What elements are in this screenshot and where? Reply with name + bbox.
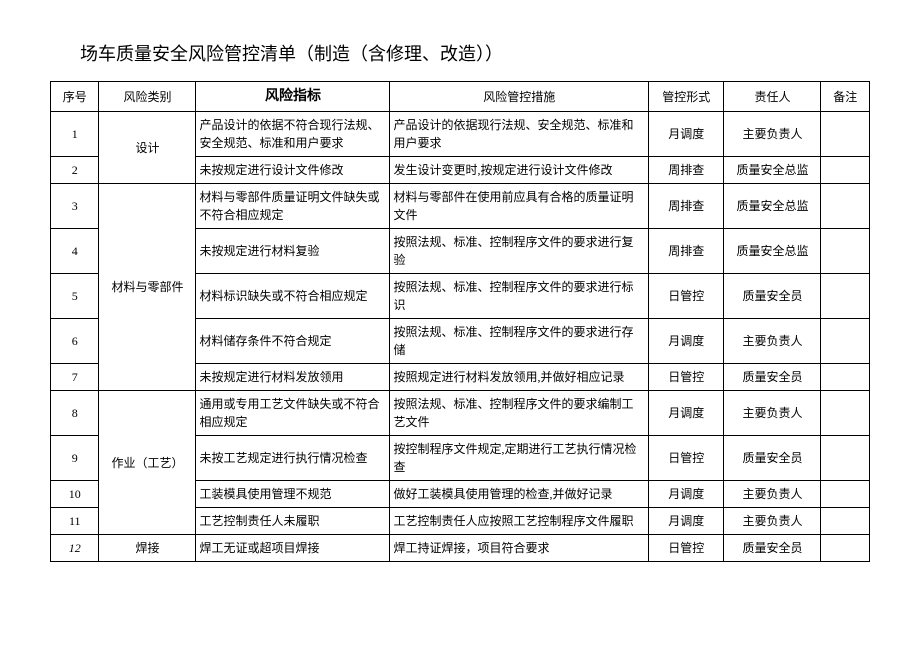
cell-person: 质量安全总监 (724, 157, 821, 184)
cell-category: 作业（工艺） (99, 391, 196, 535)
cell-person: 质量安全员 (724, 274, 821, 319)
cell-indicator: 材料标识缺失或不符合相应规定 (196, 274, 390, 319)
cell-note (821, 229, 870, 274)
cell-indicator: 未按规定进行设计文件修改 (196, 157, 390, 184)
cell-note (821, 508, 870, 535)
cell-person: 质量安全总监 (724, 229, 821, 274)
cell-measure: 按照法规、标准、控制程序文件的要求进行标识 (390, 274, 649, 319)
cell-indicator: 材料储存条件不符合规定 (196, 319, 390, 364)
cell-indicator: 焊工无证或超项目焊接 (196, 535, 390, 562)
cell-measure: 焊工持证焊接，项目符合要求 (390, 535, 649, 562)
cell-person: 主要负责人 (724, 508, 821, 535)
cell-seq: 3 (51, 184, 99, 229)
cell-measure: 按照法规、标准、控制程序文件的要求进行复验 (390, 229, 649, 274)
cell-person: 质量安全总监 (724, 184, 821, 229)
cell-measure: 做好工装模具使用管理的检查,并做好记录 (390, 481, 649, 508)
header-seq: 序号 (51, 82, 99, 112)
cell-note (821, 319, 870, 364)
cell-seq: 8 (51, 391, 99, 436)
cell-note (821, 274, 870, 319)
page-title: 场车质量安全风险管控清单（制造（含修理、改造）） (80, 40, 870, 66)
cell-person: 主要负责人 (724, 481, 821, 508)
cell-note (821, 481, 870, 508)
header-person: 责任人 (724, 82, 821, 112)
cell-seq: 4 (51, 229, 99, 274)
cell-indicator: 未按规定进行材料复验 (196, 229, 390, 274)
cell-seq: 12 (51, 535, 99, 562)
cell-person: 主要负责人 (724, 391, 821, 436)
table-row: 3材料与零部件材料与零部件质量证明文件缺失或不符合相应规定材料与零部件在使用前应… (51, 184, 870, 229)
cell-form: 月调度 (649, 481, 724, 508)
cell-form: 日管控 (649, 436, 724, 481)
cell-form: 月调度 (649, 319, 724, 364)
cell-person: 主要负责人 (724, 319, 821, 364)
cell-seq: 7 (51, 364, 99, 391)
cell-person: 质量安全员 (724, 436, 821, 481)
cell-seq: 5 (51, 274, 99, 319)
cell-measure: 按照规定进行材料发放领用,并做好相应记录 (390, 364, 649, 391)
cell-indicator: 未按工艺规定进行执行情况检查 (196, 436, 390, 481)
cell-seq: 1 (51, 112, 99, 157)
cell-note (821, 184, 870, 229)
header-form: 管控形式 (649, 82, 724, 112)
header-note: 备注 (821, 82, 870, 112)
cell-note (821, 436, 870, 481)
cell-indicator: 工艺控制责任人未履职 (196, 508, 390, 535)
cell-measure: 产品设计的依据现行法规、安全规范、标准和用户要求 (390, 112, 649, 157)
risk-table: 序号 风险类别 风险指标 风险管控措施 管控形式 责任人 备注 1设计产品设计的… (50, 81, 870, 562)
cell-seq: 9 (51, 436, 99, 481)
cell-form: 周排查 (649, 157, 724, 184)
cell-indicator: 产品设计的依据不符合现行法规、安全规范、标准和用户要求 (196, 112, 390, 157)
cell-form: 日管控 (649, 535, 724, 562)
cell-category: 焊接 (99, 535, 196, 562)
table-row: 1设计产品设计的依据不符合现行法规、安全规范、标准和用户要求产品设计的依据现行法… (51, 112, 870, 157)
cell-indicator: 工装模具使用管理不规范 (196, 481, 390, 508)
cell-person: 质量安全员 (724, 535, 821, 562)
cell-measure: 按照法规、标准、控制程序文件的要求编制工艺文件 (390, 391, 649, 436)
cell-indicator: 未按规定进行材料发放领用 (196, 364, 390, 391)
cell-form: 日管控 (649, 364, 724, 391)
table-row: 8作业（工艺）通用或专用工艺文件缺失或不符合相应规定按照法规、标准、控制程序文件… (51, 391, 870, 436)
cell-measure: 按控制程序文件规定,定期进行工艺执行情况检查 (390, 436, 649, 481)
cell-form: 月调度 (649, 391, 724, 436)
cell-note (821, 391, 870, 436)
cell-form: 月调度 (649, 112, 724, 157)
cell-person: 质量安全员 (724, 364, 821, 391)
header-measure: 风险管控措施 (390, 82, 649, 112)
cell-indicator: 通用或专用工艺文件缺失或不符合相应规定 (196, 391, 390, 436)
cell-measure: 发生设计变更时,按规定进行设计文件修改 (390, 157, 649, 184)
cell-seq: 6 (51, 319, 99, 364)
cell-measure: 材料与零部件在使用前应具有合格的质量证明文件 (390, 184, 649, 229)
cell-person: 主要负责人 (724, 112, 821, 157)
cell-seq: 10 (51, 481, 99, 508)
table-row: 12焊接焊工无证或超项目焊接焊工持证焊接，项目符合要求日管控质量安全员 (51, 535, 870, 562)
cell-seq: 11 (51, 508, 99, 535)
cell-note (821, 157, 870, 184)
cell-note (821, 535, 870, 562)
cell-indicator: 材料与零部件质量证明文件缺失或不符合相应规定 (196, 184, 390, 229)
cell-note (821, 112, 870, 157)
cell-note (821, 364, 870, 391)
cell-measure: 工艺控制责任人应按照工艺控制程序文件履职 (390, 508, 649, 535)
cell-seq: 2 (51, 157, 99, 184)
header-indicator: 风险指标 (196, 82, 390, 112)
cell-form: 周排查 (649, 229, 724, 274)
cell-category: 设计 (99, 112, 196, 184)
header-category: 风险类别 (99, 82, 196, 112)
cell-measure: 按照法规、标准、控制程序文件的要求进行存储 (390, 319, 649, 364)
table-header-row: 序号 风险类别 风险指标 风险管控措施 管控形式 责任人 备注 (51, 82, 870, 112)
cell-form: 月调度 (649, 508, 724, 535)
cell-category: 材料与零部件 (99, 184, 196, 391)
cell-form: 周排查 (649, 184, 724, 229)
cell-form: 日管控 (649, 274, 724, 319)
